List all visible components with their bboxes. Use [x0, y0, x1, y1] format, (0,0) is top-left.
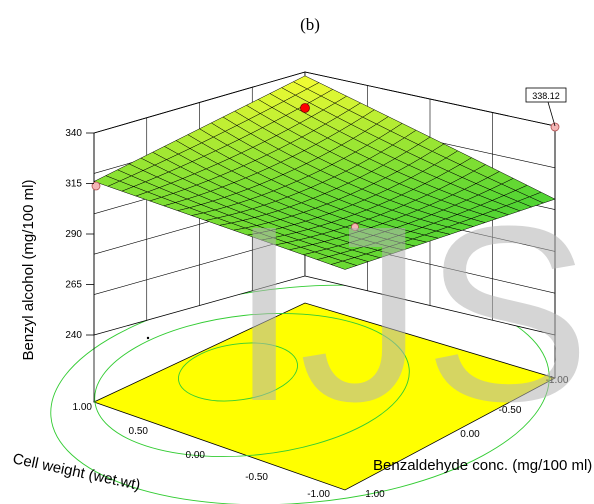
callout-box: 338.12 — [525, 87, 567, 127]
box-edge — [304, 71, 556, 127]
z-tick-label: 340 — [65, 128, 82, 139]
x-tick-label: -0.50 — [245, 472, 268, 483]
design-point-marker — [91, 181, 101, 191]
response-surface — [93, 75, 556, 270]
x-tick-label: 0.50 — [129, 426, 149, 437]
z-axis-title: Benzyl alcohol (mg/100 ml) — [20, 180, 37, 361]
contour-line — [178, 342, 298, 402]
watermark: IJS — [229, 174, 590, 453]
z-tick-label: 265 — [65, 280, 82, 291]
data-markers — [91, 103, 560, 340]
floor-contours — [50, 284, 550, 504]
y-axis-ticks: 1.00 0.00 -0.50 -1.00 — [365, 375, 569, 500]
y-axis-title: Benzaldehyde conc. (mg/100 ml) — [373, 457, 592, 474]
x-axis-title: Cell weight (wet.wt) — [11, 450, 142, 494]
box-edge — [93, 71, 306, 134]
y-tick-label: -0.50 — [499, 405, 522, 416]
callout-frame — [525, 87, 567, 103]
y-tick-label: -1.00 — [546, 375, 569, 386]
contour-line — [50, 284, 550, 504]
callout-label: 338.12 — [532, 91, 560, 101]
x-tick-label: 1.00 — [73, 402, 93, 413]
y-tick-label: 0.00 — [460, 429, 480, 440]
design-point-marker — [351, 223, 359, 231]
x-axis-ticks: 1.00 0.50 0.00 -0.50 -1.00 — [73, 402, 331, 500]
z-tick-label: 315 — [65, 179, 82, 190]
design-point-marker — [300, 103, 310, 113]
y-tick-label: 1.00 — [365, 489, 385, 500]
design-point-marker — [146, 336, 150, 340]
z-tick-label: 240 — [65, 330, 82, 341]
design-point-marker — [550, 122, 560, 132]
surface-cell — [330, 260, 358, 270]
panel-label: (b) — [300, 15, 320, 34]
plot-box-edges — [93, 71, 556, 402]
z-tick-label: 290 — [65, 229, 82, 240]
x-tick-label: 0.00 — [186, 450, 206, 461]
z-axis-ticks: 340 315 290 265 240 — [65, 128, 94, 341]
contour-line — [94, 313, 410, 457]
callout-leader — [547, 101, 556, 127]
x-tick-label: -1.00 — [307, 489, 330, 500]
